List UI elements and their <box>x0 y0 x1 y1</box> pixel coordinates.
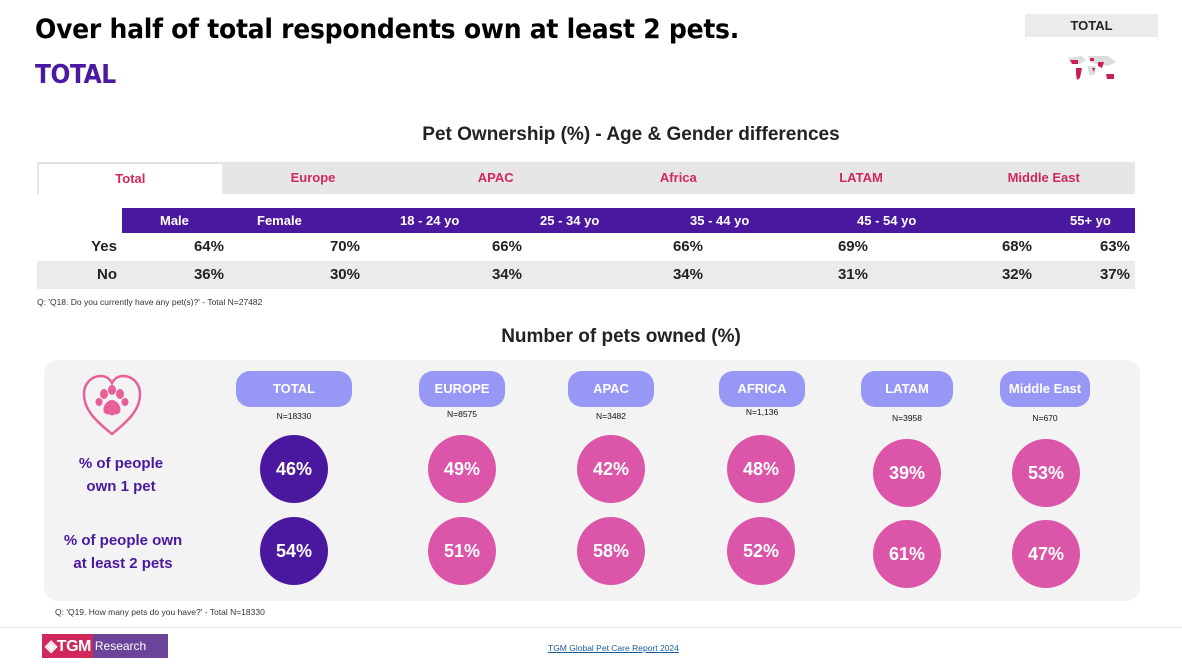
table-cell: 69% <box>837 238 868 255</box>
table-cell: 36% <box>193 266 224 283</box>
row-label-two-plus-pets: % of people own at least 2 pets <box>63 532 183 572</box>
region-pill: LATAM <box>861 371 953 407</box>
region-column-latam: LATAM N=3958 <box>837 371 977 425</box>
pets-owned-note: Q: 'Q19. How many pets do you have?' - T… <box>55 607 265 617</box>
region-pill: Middle East <box>1000 371 1090 407</box>
row-label: No <box>97 266 117 283</box>
one-pet-latam: 39% <box>873 439 941 507</box>
page-subtitle: TOTAL <box>35 60 116 90</box>
row-label-one-pet: % of people own 1 pet <box>78 455 164 495</box>
column-header: 25 - 34 yo <box>540 213 600 228</box>
region-tabs: Total Europe APAC Africa LATAM Middle Ea… <box>37 162 1135 194</box>
table-cell: 66% <box>491 238 522 255</box>
region-pill: EUROPE <box>419 371 505 407</box>
sample-size: N=8575 <box>446 409 477 419</box>
column-header: 35 - 44 yo <box>690 213 750 228</box>
table-cell: 31% <box>837 266 868 283</box>
two-plus-africa: 52% <box>727 517 795 585</box>
sample-size: N=1,136 <box>745 407 779 417</box>
one-pet-apac: 42% <box>577 435 645 503</box>
heart-paw-icon <box>82 374 142 436</box>
column-header: 55+ yo <box>1070 213 1111 228</box>
table-cell: 30% <box>329 266 360 283</box>
one-pet-total: 46% <box>260 435 328 503</box>
region-pill: AFRICA <box>719 371 805 407</box>
table-cell: 68% <box>1001 238 1032 255</box>
two-plus-total: 54% <box>260 517 328 585</box>
region-pill: APAC <box>568 371 654 407</box>
table-row: Yes 64% 70% 66% 66% 69% 68% 63% <box>37 233 1135 261</box>
two-plus-middle-east: 47% <box>1012 520 1080 588</box>
region-column-africa: AFRICA N=1,136 <box>692 371 832 419</box>
region-column-europe: EUROPE N=8575 <box>392 371 532 421</box>
tab-latam[interactable]: LATAM <box>839 170 883 185</box>
column-header: 18 - 24 yo <box>400 213 460 228</box>
tab-middle-east[interactable]: Middle East <box>1007 170 1080 185</box>
table-cell: 66% <box>672 238 703 255</box>
footer-divider <box>0 627 1182 628</box>
table-row: No 36% 30% 34% 34% 31% 32% 37% <box>37 261 1135 289</box>
tab-apac[interactable]: APAC <box>477 170 514 185</box>
two-plus-apac: 58% <box>577 517 645 585</box>
row-label: Yes <box>91 238 117 255</box>
table-cell: 37% <box>1099 266 1130 283</box>
table-cell: 34% <box>491 266 522 283</box>
one-pet-europe: 49% <box>428 435 496 503</box>
region-column-total: TOTAL N=18330 <box>224 371 364 423</box>
logo-mark: ◈TGM <box>42 634 93 658</box>
table-header: Male Female 18 - 24 yo 25 - 34 yo 35 - 4… <box>122 208 1135 233</box>
tab-total[interactable]: Total <box>37 162 222 194</box>
one-pet-africa: 48% <box>727 435 795 503</box>
tgm-research-logo: ◈TGM Research <box>42 634 168 658</box>
table-cell: 64% <box>193 238 224 255</box>
table-cell: 70% <box>329 238 360 255</box>
page-title: Over half of total respondents own at le… <box>35 14 739 45</box>
two-plus-europe: 51% <box>428 517 496 585</box>
table-cell: 34% <box>672 266 703 283</box>
ownership-note: Q: 'Q18. Do you currently have any pet(s… <box>37 297 263 307</box>
region-column-apac: APAC N=3482 <box>541 371 681 423</box>
report-link[interactable]: TGM Global Pet Care Report 2024 <box>548 643 679 653</box>
two-plus-latam: 61% <box>873 520 941 588</box>
column-header: 45 - 54 yo <box>857 213 917 228</box>
sample-size: N=3958 <box>891 413 922 423</box>
pets-owned-title: Number of pets owned (%) <box>501 326 741 347</box>
column-header: Male <box>160 213 189 228</box>
table-cell: 32% <box>1001 266 1032 283</box>
ownership-table: Male Female 18 - 24 yo 25 - 34 yo 35 - 4… <box>37 208 1135 289</box>
region-badge: TOTAL <box>1025 14 1158 37</box>
column-header: Female <box>257 213 302 228</box>
region-pill: TOTAL <box>236 371 352 407</box>
tab-africa[interactable]: Africa <box>659 170 697 185</box>
logo-text: Research <box>94 639 147 653</box>
one-pet-middle-east: 53% <box>1012 439 1080 507</box>
region-column-middle-east: Middle East N=670 <box>975 371 1115 425</box>
sample-size: N=18330 <box>276 411 312 421</box>
sample-size: N=670 <box>1032 413 1058 423</box>
ownership-title: Pet Ownership (%) - Age & Gender differe… <box>422 124 840 145</box>
sample-size: N=3482 <box>595 411 626 421</box>
tab-europe[interactable]: Europe <box>290 170 336 185</box>
world-map-icon <box>1068 56 1116 80</box>
table-cell: 63% <box>1099 238 1130 255</box>
